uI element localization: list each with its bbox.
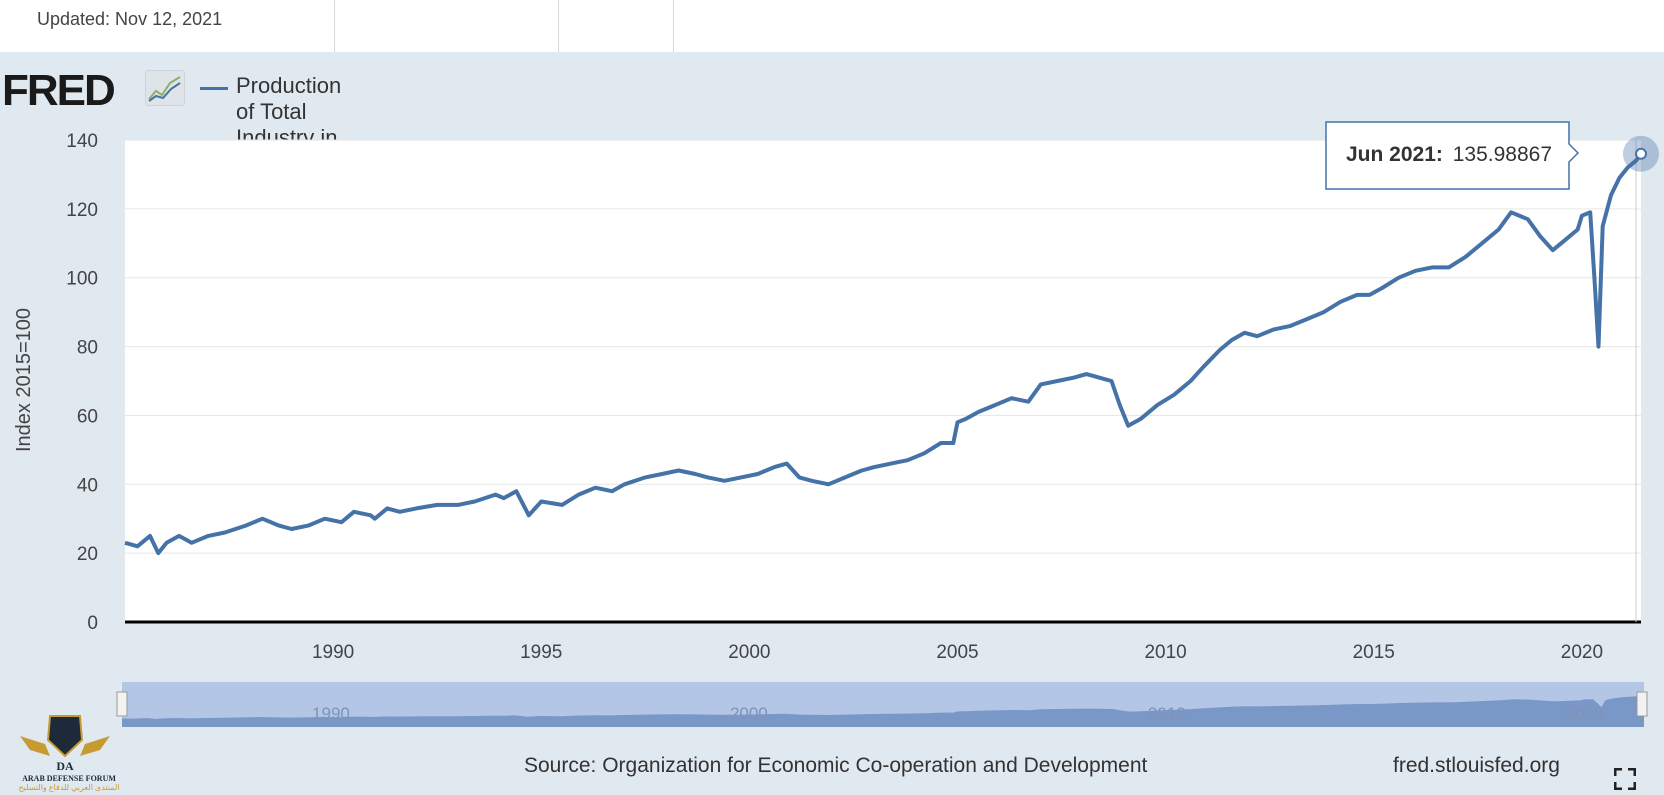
- series-line[interactable]: [124, 152, 1643, 556]
- legend-line-icon: [200, 87, 228, 90]
- trend-line-icon: [145, 70, 185, 106]
- svg-text:Jun 2021: 135.98867: Jun 2021: 135.98867: [1346, 143, 1552, 166]
- x-axis-ticks: 1990 1995 2000 2005 2010 2015 2020: [312, 642, 1603, 663]
- navigator-tick-label: 1990: [312, 704, 350, 723]
- navigator-ticks: 1990 2000 2010 2020: [312, 704, 1604, 723]
- grid-lines: [125, 139, 1641, 554]
- top-divider: [673, 0, 674, 52]
- hover-marker[interactable]: [1635, 147, 1647, 160]
- x-tick-label: 2015: [1353, 642, 1395, 663]
- y-tick-label: 100: [66, 269, 98, 290]
- x-tick-label: 2020: [1561, 642, 1603, 663]
- fred-logo[interactable]: FRED: [2, 66, 116, 115]
- y-tick-label: 20: [77, 544, 98, 565]
- fred-url-link[interactable]: fred.stlouisfed.org: [1393, 754, 1560, 777]
- y-tick-label: 60: [77, 406, 98, 427]
- fullscreen-icon[interactable]: [1613, 767, 1637, 791]
- x-tick-label: 1995: [520, 642, 562, 663]
- x-tick-label: 2010: [1144, 642, 1186, 663]
- svg-text:DA: DA: [56, 759, 74, 773]
- source-note[interactable]: Source: Organization for Economic Co-ope…: [524, 754, 1148, 777]
- line-chart[interactable]: 0 20 40 60 80 100 120 140 1990 1995 2000 2005 2010 2…: [0, 0, 1664, 750]
- y-tick-label: 80: [77, 338, 98, 359]
- navigator-right-handle[interactable]: [1636, 691, 1648, 717]
- y-tick-label: 140: [66, 131, 98, 152]
- x-tick-label: 2005: [936, 642, 978, 663]
- updated-date: Updated: Nov 12, 2021: [37, 9, 223, 29]
- navigator-tick-label: 2020: [1566, 704, 1604, 723]
- y-tick-label: 120: [66, 200, 98, 221]
- eagle-shield-icon: DA: [20, 715, 110, 773]
- tooltip-date: Jun 2021:: [1346, 143, 1443, 166]
- x-tick-label: 2000: [728, 642, 770, 663]
- top-divider: [558, 0, 559, 52]
- top-bar: Updated: Nov 12, 2021: [0, 0, 1664, 52]
- y-tick-label: 40: [77, 475, 98, 496]
- y-tick-label: 0: [87, 613, 98, 634]
- watermark-title: ARAB DEFENSE FORUM: [22, 774, 116, 783]
- watermark-logo: DA ARAB DEFENSE FORUM المنتدى العربي للد…: [10, 704, 120, 792]
- navigator[interactable]: 1990 2000 2010 2020: [116, 682, 1648, 727]
- x-tick-label: 1990: [312, 642, 354, 663]
- navigator-tick-label: 2010: [1148, 704, 1186, 723]
- plot-area: [125, 140, 1641, 622]
- y-axis-label: Index 2015=100: [13, 308, 35, 452]
- navigator-left-handle[interactable]: [116, 691, 128, 717]
- tooltip: Jun 2021: 135.98867: [1325, 121, 1580, 190]
- y-axis-ticks: 0 20 40 60 80 100 120 140: [66, 131, 98, 634]
- top-divider: [334, 0, 335, 52]
- tooltip-value: 135.98867: [1453, 143, 1552, 166]
- navigator-area: [122, 695, 1644, 727]
- watermark-subtitle: المنتدى العربي للدفاع والتسليح: [18, 783, 120, 792]
- navigator-tick-label: 2000: [730, 704, 768, 723]
